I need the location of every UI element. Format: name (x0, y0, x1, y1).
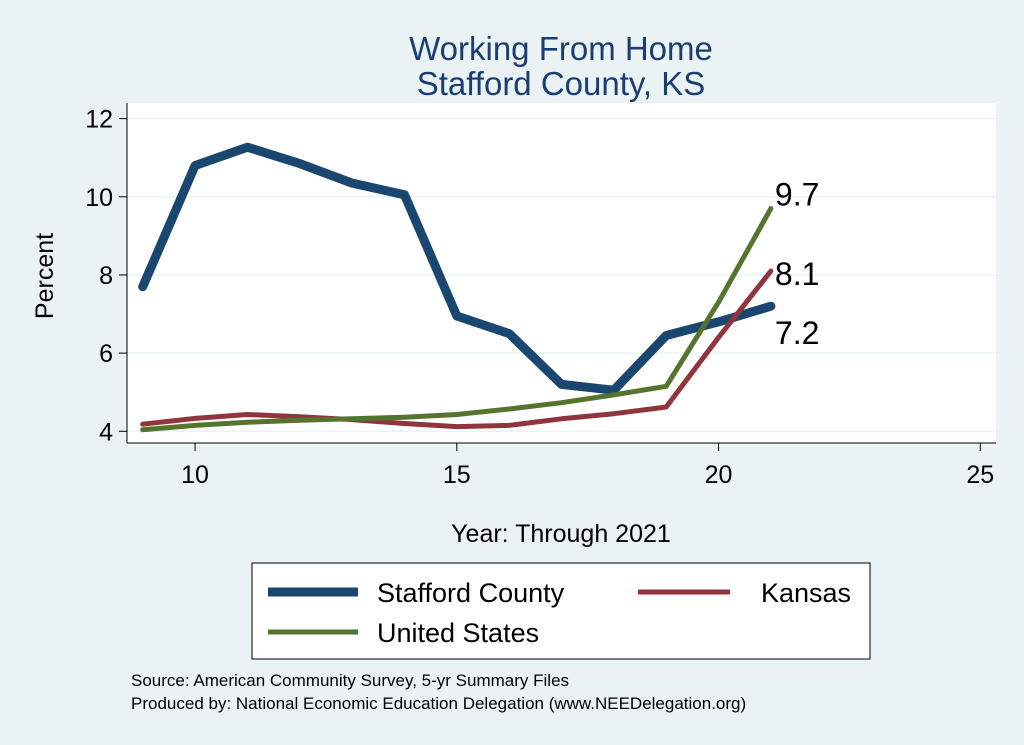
series-lines (138, 142, 776, 433)
grid-lines (127, 117, 996, 433)
end-label-kansas: 8.1 (775, 256, 819, 292)
legend-label-kansas: Kansas (761, 578, 851, 608)
end-label-united-states: 9.7 (775, 177, 819, 213)
legend-label-united-states: United States (377, 618, 539, 648)
y-tick-label: 6 (99, 340, 113, 368)
series-line-kansas (140, 268, 774, 430)
source-note: Source: American Community Survey, 5-yr … (131, 671, 569, 690)
x-axis-title: Year: Through 2021 (451, 520, 671, 548)
legend-box (251, 562, 871, 660)
end-label-stafford-county: 7.2 (775, 315, 819, 351)
produced-by-note: Produced by: National Economic Education… (131, 694, 746, 713)
axes: 4 6 8 10 12 10 15 20 25 (85, 103, 996, 489)
legend: Stafford County Kansas United States (251, 562, 871, 660)
y-tick-label: 10 (85, 184, 113, 212)
series-line-united-states (140, 206, 774, 433)
chart-title-line-1: Working From Home (409, 30, 713, 67)
x-tick-label: 20 (705, 461, 733, 489)
y-tick-label: 8 (99, 262, 113, 290)
end-labels: 7.2 8.1 9.7 (775, 177, 819, 352)
y-tick-label: 12 (85, 106, 113, 134)
y-tick-label: 4 (99, 418, 113, 446)
x-tick-label: 10 (181, 461, 209, 489)
chart-title-line-2: Stafford County, KS (417, 65, 706, 102)
y-axis-title: Percent (31, 233, 59, 319)
series-line-stafford-county (138, 142, 776, 395)
x-tick-label: 25 (966, 461, 994, 489)
x-tick-label: 15 (443, 461, 471, 489)
legend-label-stafford-county: Stafford County (377, 578, 565, 608)
